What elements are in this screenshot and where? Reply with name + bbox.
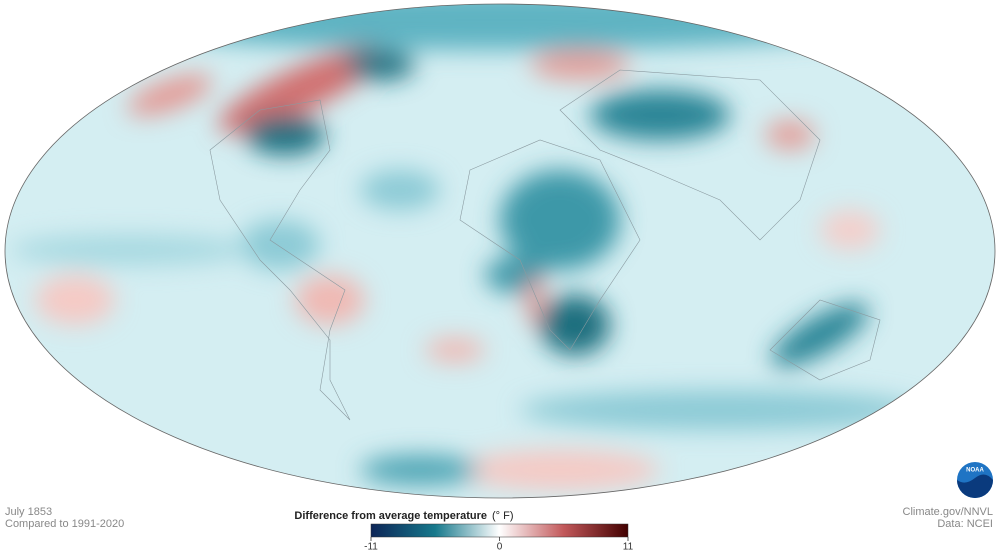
scale-tick-label: 0 — [497, 542, 503, 553]
map-outline — [4, 3, 996, 499]
logo-text: NOAA — [966, 468, 984, 474]
color-scale — [370, 523, 629, 538]
coastlines — [209, 69, 881, 421]
scale-tick-label: 11 — [623, 542, 634, 553]
noaa-logo: NOAA — [957, 462, 993, 498]
data-label: Data: NCEI — [937, 518, 993, 530]
scale-tick-label: -11 — [364, 542, 378, 553]
baseline-label: Compared to 1991-2020 — [5, 518, 124, 530]
legend-unit: (° F) — [492, 510, 514, 522]
anomaly-map — [5, 4, 995, 498]
date-label: July 1853 — [5, 506, 52, 518]
legend-title: Difference from average temperature — [294, 510, 487, 522]
source-label: Climate.gov/NNVL — [903, 506, 993, 518]
